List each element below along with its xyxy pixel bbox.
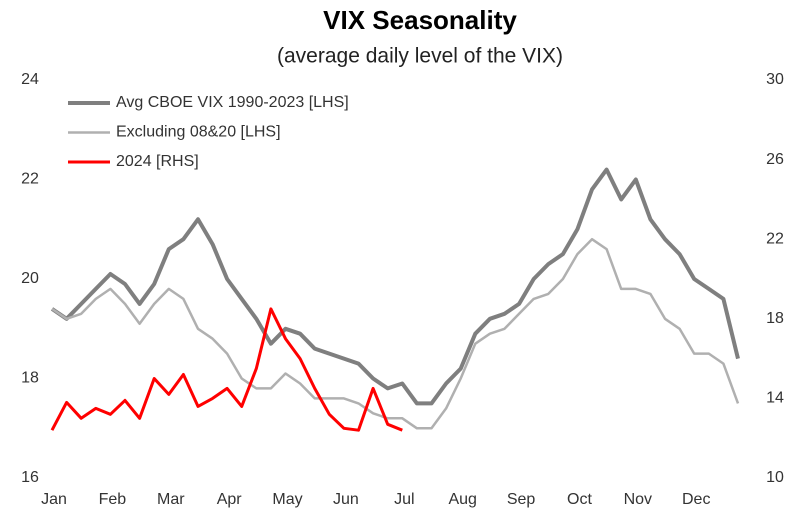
x-tick-label: Jul bbox=[394, 491, 414, 508]
y2-tick-label: 18 bbox=[766, 310, 784, 327]
x-tick-label: Dec bbox=[682, 491, 710, 508]
y2-tick-label: 14 bbox=[766, 390, 784, 407]
y-tick-label: 24 bbox=[21, 71, 39, 88]
chart-subtitle: (average daily level of the VIX) bbox=[277, 45, 563, 68]
x-tick-label: Oct bbox=[567, 491, 592, 508]
chart-title: VIX Seasonality bbox=[323, 5, 517, 35]
x-tick-label: Aug bbox=[448, 491, 476, 508]
legend-label: Excluding 08&20 [LHS] bbox=[116, 124, 281, 141]
y2-tick-label: 22 bbox=[766, 230, 784, 247]
x-tick-label: Jun bbox=[333, 491, 359, 508]
y-tick-label: 16 bbox=[21, 469, 39, 486]
series-line bbox=[50, 307, 403, 432]
x-tick-label: Jan bbox=[41, 491, 67, 508]
y-tick-label: 20 bbox=[21, 270, 39, 287]
series-line bbox=[50, 167, 740, 406]
x-tick-label: Mar bbox=[157, 491, 185, 508]
y2-tick-label: 10 bbox=[766, 469, 784, 486]
legend-label: 2024 [RHS] bbox=[116, 153, 199, 170]
y-tick-label: 18 bbox=[21, 370, 39, 387]
x-tick-label: Nov bbox=[624, 491, 652, 508]
y2-tick-label: 26 bbox=[766, 151, 784, 168]
x-tick-label: May bbox=[272, 491, 302, 508]
series-line bbox=[51, 237, 740, 430]
y-tick-label: 22 bbox=[21, 171, 39, 188]
x-tick-label: Sep bbox=[507, 491, 536, 508]
y2-tick-label: 30 bbox=[766, 71, 784, 88]
x-tick-label: Apr bbox=[217, 491, 243, 508]
x-tick-label: Feb bbox=[99, 491, 127, 508]
legend-label: Avg CBOE VIX 1990-2023 [LHS] bbox=[116, 94, 349, 111]
